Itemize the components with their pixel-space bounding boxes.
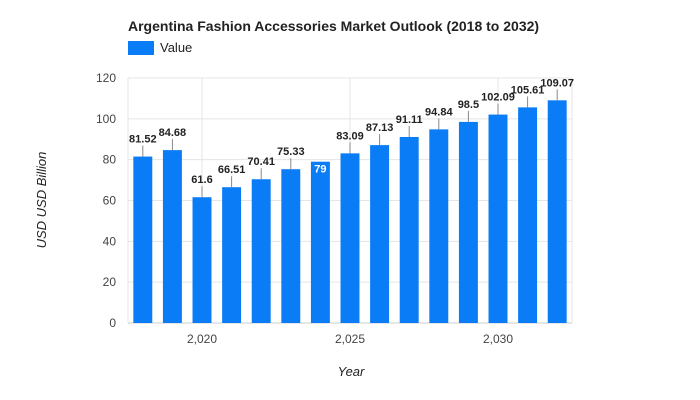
bar bbox=[340, 153, 360, 323]
bar bbox=[399, 136, 419, 323]
bar bbox=[458, 121, 478, 323]
data-label: 91.11 bbox=[396, 114, 423, 126]
y-tick-label: 20 bbox=[103, 275, 117, 289]
data-label: 98.5 bbox=[458, 99, 479, 111]
data-label: 83.09 bbox=[336, 130, 364, 142]
bar bbox=[222, 187, 242, 323]
y-tick-label: 80 bbox=[103, 153, 117, 167]
legend: Value bbox=[128, 40, 192, 55]
bars bbox=[133, 100, 567, 324]
x-axis-title: Year bbox=[338, 364, 365, 379]
x-axis-ticks: 2,020 2,025 2,030 bbox=[187, 332, 513, 346]
y-tick-label: 100 bbox=[96, 112, 116, 126]
legend-swatch-value bbox=[128, 41, 154, 55]
y-tick-label: 40 bbox=[103, 234, 117, 248]
data-label: 70.41 bbox=[247, 156, 275, 168]
x-tick-label: 2,030 bbox=[483, 332, 513, 346]
data-label: 84.68 bbox=[159, 127, 187, 139]
y-axis-title: USD USD Billion bbox=[34, 152, 49, 249]
chart-title: Argentina Fashion Accessories Market Out… bbox=[128, 18, 539, 34]
bar bbox=[488, 114, 508, 323]
data-label: 94.84 bbox=[425, 106, 453, 118]
data-label: 109.07 bbox=[540, 77, 574, 89]
bar bbox=[133, 156, 153, 323]
data-label: 105.61 bbox=[511, 84, 545, 96]
y-axis-ticks: 0 20 40 60 80 100 120 bbox=[96, 71, 116, 330]
bar bbox=[192, 197, 212, 323]
data-label: 75.33 bbox=[277, 146, 305, 158]
y-tick-label: 0 bbox=[109, 316, 116, 330]
bar bbox=[370, 145, 390, 323]
bar bbox=[547, 100, 567, 323]
legend-label-value: Value bbox=[160, 40, 192, 55]
data-label: 66.51 bbox=[218, 164, 246, 176]
x-tick-label: 2,020 bbox=[187, 332, 217, 346]
x-tick-label: 2,025 bbox=[335, 332, 365, 346]
y-tick-label: 60 bbox=[103, 194, 117, 208]
bar bbox=[429, 129, 449, 323]
data-label: 61.6 bbox=[191, 174, 212, 186]
data-label: 102.09 bbox=[481, 92, 515, 104]
y-tick-label: 120 bbox=[96, 71, 116, 85]
bar bbox=[162, 150, 182, 323]
bar bbox=[310, 161, 330, 323]
data-label: 87.13 bbox=[366, 122, 394, 134]
bar bbox=[281, 169, 301, 323]
data-label: 79 bbox=[314, 164, 326, 176]
bar bbox=[518, 107, 538, 324]
bar bbox=[251, 179, 271, 323]
data-label: 81.52 bbox=[129, 134, 157, 146]
